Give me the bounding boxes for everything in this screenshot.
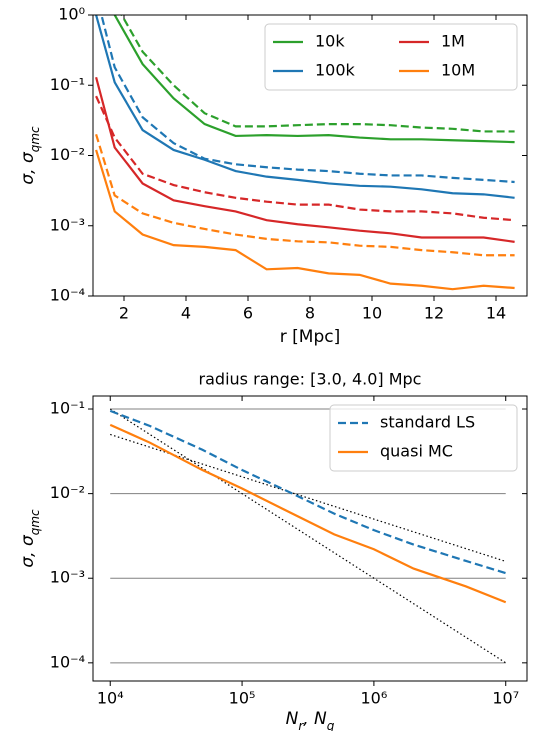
- series-line: [95, 149, 515, 291]
- x-axis-label: Nr, Nq: [286, 709, 335, 731]
- x-tick-label: 2: [119, 304, 129, 323]
- series-line: [95, 15, 515, 199]
- legend-label: 10k: [315, 32, 345, 51]
- series-line-qmc: [95, 134, 515, 257]
- x-tick-label: 4: [181, 304, 191, 323]
- series-line-qmc: [95, 95, 515, 222]
- x-tick-label: 6: [243, 304, 253, 323]
- legend-label: 1M: [441, 32, 465, 51]
- legend-label: standard LS: [380, 413, 475, 432]
- label-part: qmc: [28, 509, 42, 535]
- legend-box: [264, 23, 518, 91]
- series-line-qmc: [100, 15, 515, 184]
- y-tick-label: 10⁻⁴: [50, 286, 85, 305]
- x-tick-label: 8: [305, 304, 315, 323]
- axes-frame: [92, 395, 528, 682]
- y-tick-label: 10⁻¹: [50, 75, 85, 94]
- y-tick-label: 10⁻²: [50, 483, 85, 502]
- legend-label: 100k: [315, 61, 356, 80]
- y-tick-label: 10⁻³: [50, 215, 85, 234]
- label-part: , N: [303, 709, 327, 729]
- label-part: σ, σ: [18, 534, 38, 568]
- series-line: [95, 76, 515, 243]
- chart-title: radius range: [3.0, 4.0] Mpc: [199, 370, 422, 389]
- legend-label: quasi MC: [380, 442, 453, 461]
- label-part: q: [327, 719, 335, 731]
- y-tick-label: 10⁻²: [50, 145, 85, 164]
- x-tick-label: 10⁷: [492, 689, 519, 708]
- axes-frame: [92, 14, 528, 297]
- label-part: N: [286, 709, 299, 729]
- y-tick-label: 10⁻¹: [50, 399, 85, 418]
- series-line: [109, 409, 507, 575]
- legend-box: [329, 404, 518, 472]
- x-tick-label: 10⁶: [361, 689, 388, 708]
- label-part: σ, σ: [18, 151, 38, 185]
- x-tick-label: 10⁵: [229, 689, 256, 708]
- x-tick-label: 10⁴: [97, 689, 124, 708]
- series-line: [113, 15, 515, 144]
- legend-label: 10M: [441, 61, 475, 80]
- series-line-qmc: [120, 15, 515, 133]
- y-axis-label: σ, σqmc: [18, 126, 42, 185]
- label-part: qmc: [28, 126, 42, 152]
- series-line: [109, 423, 507, 604]
- y-tick-label: 10⁻⁴: [50, 652, 85, 671]
- x-axis-label: r [Mpc]: [280, 327, 340, 347]
- y-tick-label: 10⁰: [58, 5, 85, 24]
- x-tick-label: 14: [486, 304, 506, 323]
- x-tick-label: 10: [362, 304, 382, 323]
- y-tick-label: 10⁻³: [50, 568, 85, 587]
- plot-area: [95, 15, 515, 291]
- label-part: r: [298, 719, 304, 731]
- y-axis-label: σ, σqmc: [18, 509, 42, 568]
- x-tick-label: 12: [424, 304, 444, 323]
- plot-area: [109, 408, 507, 664]
